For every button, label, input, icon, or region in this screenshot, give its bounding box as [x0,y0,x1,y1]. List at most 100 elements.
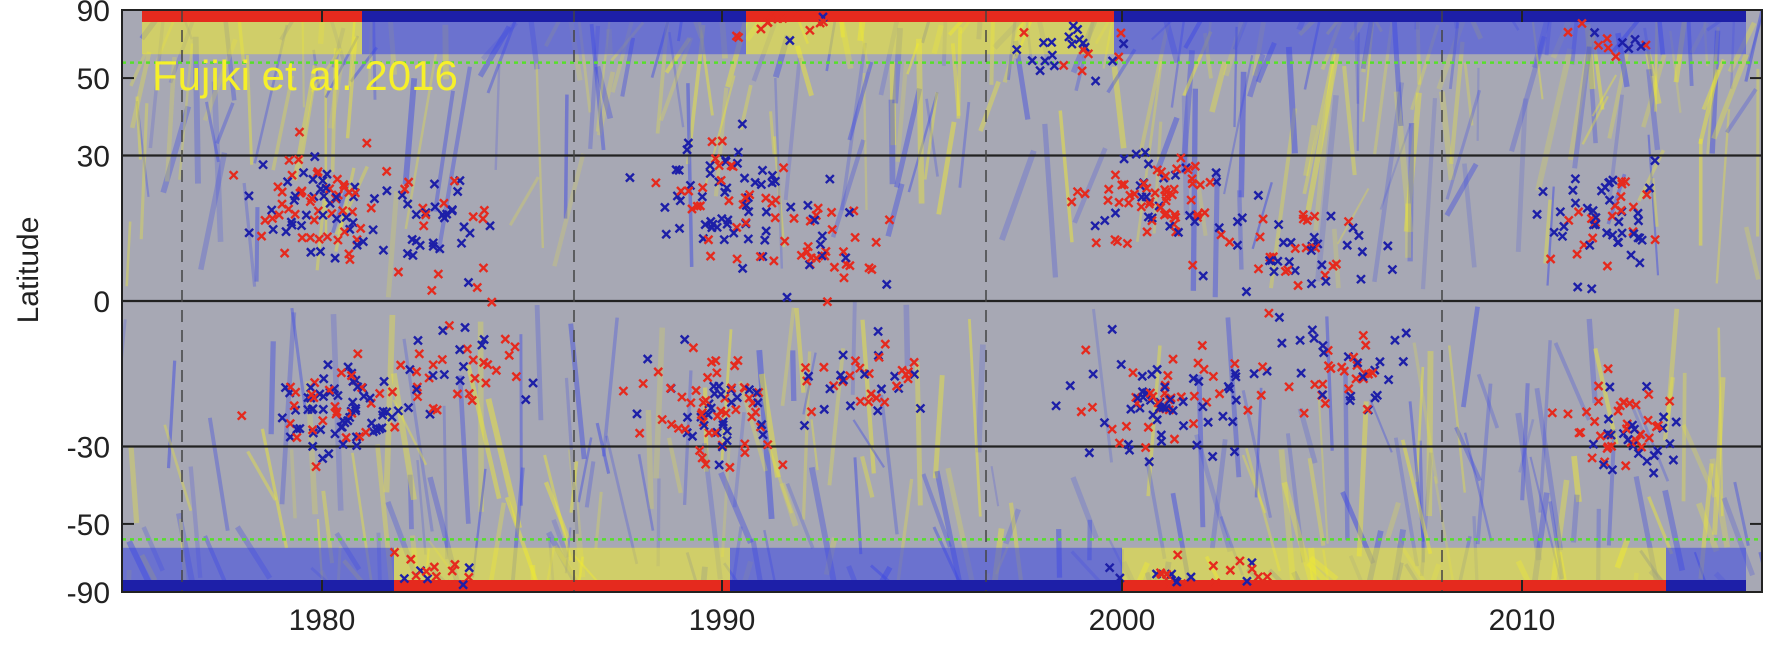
polarity-marker [1348,222,1358,233]
polarity-marker [712,367,722,378]
polarity-marker [850,355,861,366]
polarity-marker [1066,197,1077,207]
field-streak [1408,401,1425,542]
polarity-marker [339,226,350,237]
polarity-marker [1293,280,1303,291]
polarity-marker [1603,428,1613,439]
polarity-marker [732,254,742,264]
field-streak [653,327,666,479]
field-streak [1412,342,1439,484]
field-streak [442,405,449,560]
polarity-marker [352,382,363,392]
field-streak [128,445,140,524]
field-streak [534,304,544,421]
polarity-marker [1138,178,1149,189]
polarity-marker [1586,283,1597,294]
polarity-marker [1064,31,1074,42]
polarity-marker [318,373,329,384]
polarity-marker [806,406,817,417]
polarity-marker [402,248,413,259]
polarity-marker [411,570,421,581]
polarity-marker [712,411,723,422]
polarity-marker [835,370,846,381]
polarity-marker [307,441,318,452]
polarity-marker [350,403,361,414]
polarity-marker [716,175,726,186]
y-tick-label: 0 [93,286,110,319]
field-streak [1196,374,1206,528]
polarity-marker [729,360,740,371]
polarity-marker [740,447,750,458]
field-streak [1572,46,1592,169]
polarity-marker [1190,161,1201,172]
polarity-marker [1241,286,1252,297]
polarity-marker [510,341,520,352]
polarity-marker [1342,240,1353,251]
polarity-marker [1224,237,1235,247]
polarity-marker [855,396,866,407]
field-streak [1570,494,1580,543]
polarity-marker [1019,27,1029,38]
polarity-marker [1205,177,1215,188]
polarity-marker [827,224,838,235]
field-streak [1070,476,1099,540]
polarity-marker [266,205,277,215]
polarity-marker [1210,578,1221,588]
field-streak [254,207,260,282]
polarity-marker [1650,155,1660,166]
polarity-marker [874,352,884,363]
field-streak [923,92,939,180]
polarity-marker [737,119,748,129]
field-streak [1476,67,1480,141]
field-streak [839,42,867,211]
polarity-marker [772,13,783,24]
polarity-marker [733,355,743,366]
polarity-marker [1119,179,1130,190]
polarity-marker [467,395,478,406]
polarity-marker [426,285,437,296]
polarity-marker [1249,368,1259,379]
field-streak [1407,123,1415,262]
x-tick-label: 1980 [289,604,356,637]
polarity-marker [642,354,653,364]
polarity-marker [1168,405,1178,416]
polarity-marker [287,170,297,181]
field-streak [1313,61,1336,231]
field-streak [268,341,276,435]
polarity-marker [1372,390,1383,401]
field-streak [129,52,147,87]
polarity-marker [1351,373,1361,384]
field-streak [810,419,819,471]
field-streak [1302,47,1337,195]
polarity-marker [358,391,369,402]
y-axis-title: Latitude [12,217,45,324]
polarity-marker [1163,370,1173,381]
polarity-marker [751,387,762,398]
field-streak [139,103,149,240]
polarity-marker [1589,27,1600,38]
polarity-marker [1116,359,1127,370]
polarity-marker [437,325,448,336]
polarity-marker [809,215,820,225]
polarity-marker [1633,215,1644,226]
polarity-marker [399,573,410,584]
polarity-marker [1593,381,1604,391]
field-streak [1154,116,1180,172]
field-streak [166,360,177,469]
field-streak [494,61,501,170]
field-streak [1209,61,1228,113]
polarity-marker [1169,209,1180,220]
polarity-marker [331,192,342,203]
polarity-marker [1114,438,1125,448]
polarity-marker [1128,367,1138,378]
field-streak [310,47,342,93]
polarity-marker [909,369,920,380]
polarity-marker [298,167,309,178]
field-streak [1238,71,1247,198]
polarity-marker [1643,389,1654,400]
field-streak [1190,88,1199,291]
polarity-marker [756,179,767,190]
field-streak [1454,426,1482,482]
x-tick-label: 2000 [1089,604,1156,637]
